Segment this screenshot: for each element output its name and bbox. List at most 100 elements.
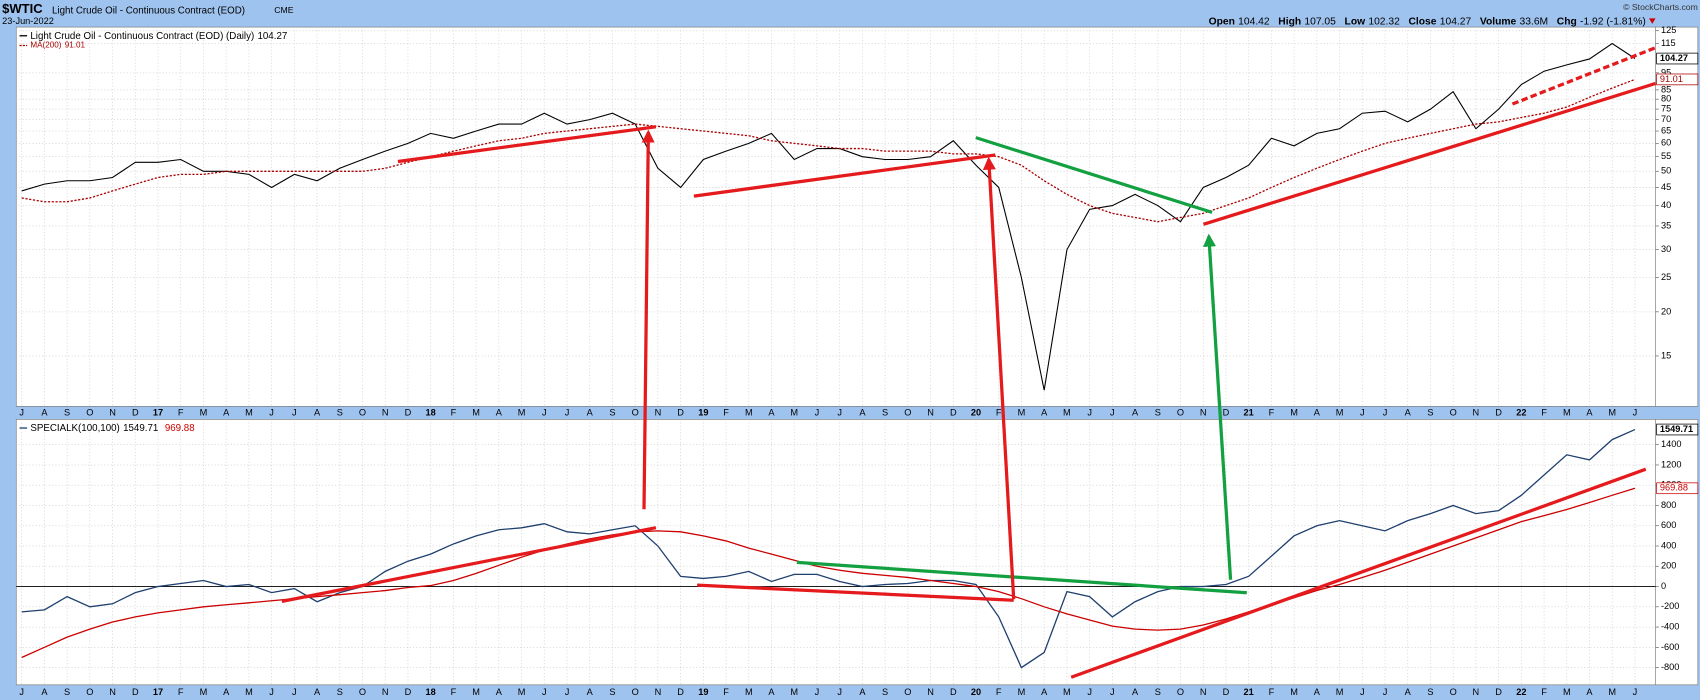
- y-tick-label: 125: [1661, 25, 1676, 35]
- x-tick-label: A: [1132, 687, 1139, 697]
- x-tick-label: D: [132, 407, 139, 417]
- x-tick-label: J: [269, 687, 274, 697]
- trend-line: [1511, 46, 1657, 106]
- x-tick-label: F: [1269, 687, 1275, 697]
- trend-line: [1202, 81, 1657, 226]
- x-tick-label: O: [904, 407, 911, 417]
- x-tick-label: J: [1110, 687, 1115, 697]
- arrow: [641, 129, 655, 510]
- x-tick-label: 22: [1516, 687, 1526, 697]
- x-tick-label: N: [1473, 407, 1480, 417]
- x-tick-label: M: [1063, 687, 1071, 697]
- x-tick-label: S: [64, 687, 70, 697]
- trend-line: [1070, 467, 1647, 679]
- y-tick-label: 50: [1661, 166, 1671, 176]
- y-tick-label: 95: [1661, 67, 1671, 77]
- x-tick-label: O: [86, 407, 93, 417]
- x-tick-label: N: [927, 407, 934, 417]
- x-tick-label: S: [64, 407, 70, 417]
- x-tick-label: F: [723, 687, 729, 697]
- series-line: [21, 428, 1636, 669]
- x-tick-label: D: [950, 407, 957, 417]
- legend-value: 1549.71: [123, 423, 158, 434]
- y-tick-label: -400: [1661, 622, 1679, 632]
- y-tick-label: 45: [1661, 182, 1671, 192]
- x-tick-label: S: [882, 407, 888, 417]
- x-tick-label: J: [19, 687, 24, 697]
- x-tick-label: J: [19, 407, 24, 417]
- y-tick-label: 60: [1661, 138, 1671, 148]
- x-tick-label: J: [542, 407, 547, 417]
- x-tick-label: S: [609, 407, 615, 417]
- x-tick-label: D: [950, 687, 957, 697]
- x-tick-label: M: [745, 407, 753, 417]
- symbol: $WTIC: [2, 1, 43, 16]
- trend-line: [281, 526, 657, 603]
- x-tick-label: A: [587, 687, 594, 697]
- series-line: [21, 42, 1636, 391]
- x-tick-label: N: [109, 687, 116, 697]
- legend-name: SPECIALK(100,100): [30, 423, 119, 434]
- legend-entry: SPECIALK(100,100) 1549.71 969.88: [30, 423, 194, 434]
- x-tick-label: O: [1177, 407, 1184, 417]
- x-tick-label: J: [1383, 407, 1388, 417]
- x-tick-label: O: [359, 407, 366, 417]
- x-tick-label: J: [292, 407, 297, 417]
- x-tick-label: S: [1155, 407, 1161, 417]
- x-tick-label: A: [41, 407, 48, 417]
- x-tick-label: N: [655, 407, 662, 417]
- y-tick-label: -600: [1661, 642, 1679, 652]
- y-tick-label: 800: [1661, 500, 1676, 510]
- x-tick-label: 19: [698, 407, 708, 417]
- y-tick-label: 0: [1661, 581, 1666, 591]
- x-tick-label: A: [223, 687, 230, 697]
- x-tick-label: A: [223, 407, 230, 417]
- x-tick-label: A: [587, 407, 594, 417]
- instrument-name: Light Crude Oil - Continuous Contract (E…: [52, 5, 245, 16]
- x-tick-label: S: [882, 687, 888, 697]
- x-tick-label: N: [927, 687, 934, 697]
- credit: © StockCharts.com: [1623, 2, 1698, 12]
- value-tag-box: [1656, 52, 1699, 65]
- x-tick-label: A: [1586, 687, 1593, 697]
- x-tick-label: F: [723, 407, 729, 417]
- x-tick-label: A: [1041, 407, 1048, 417]
- x-tick-label: J: [1360, 687, 1365, 697]
- trend-line: [693, 153, 996, 198]
- legend-name: MA(200): [30, 41, 61, 50]
- quote-label: High: [1278, 16, 1301, 27]
- x-tick-label: O: [359, 687, 366, 697]
- x-tick-label: J: [1087, 687, 1092, 697]
- x-tick-label: F: [1269, 407, 1275, 417]
- x-tick-label: F: [996, 687, 1002, 697]
- x-tick-label: A: [1132, 407, 1139, 417]
- y-tick-label: 75: [1661, 104, 1671, 114]
- x-tick-label: S: [337, 407, 343, 417]
- x-tick-label: F: [178, 687, 184, 697]
- value-tag: 104.27: [1660, 53, 1688, 63]
- x-tick-label: A: [1405, 407, 1412, 417]
- y-tick-label: 1400: [1661, 439, 1681, 449]
- x-tick-label: O: [1450, 687, 1457, 697]
- trend-line: [796, 560, 1247, 595]
- x-tick-label: S: [1155, 687, 1161, 697]
- x-tick-label: M: [1608, 407, 1616, 417]
- x-tick-label: F: [1541, 687, 1547, 697]
- x-tick-label: J: [1360, 407, 1365, 417]
- y-tick-label: -800: [1661, 662, 1679, 672]
- quote-value: 107.05: [1304, 16, 1336, 27]
- x-tick-label: N: [1473, 687, 1480, 697]
- indicator-panel: [15, 419, 1699, 686]
- quote: Open 104.42 High 107.05 Low 102.32 Close 104.27…: [1209, 16, 1646, 27]
- x-tick-label: A: [314, 407, 321, 417]
- x-tick-label: M: [472, 407, 480, 417]
- x-tick-label: M: [200, 407, 208, 417]
- x-tick-label: F: [1541, 407, 1547, 417]
- value-tag-box: [1656, 73, 1699, 86]
- x-tick-label: A: [768, 407, 775, 417]
- x-tick-label: J: [1110, 407, 1115, 417]
- x-tick-label: 19: [698, 687, 708, 697]
- quote-value: 104.27: [1440, 16, 1472, 27]
- x-tick-label: A: [859, 687, 866, 697]
- x-tick-label: S: [1427, 687, 1433, 697]
